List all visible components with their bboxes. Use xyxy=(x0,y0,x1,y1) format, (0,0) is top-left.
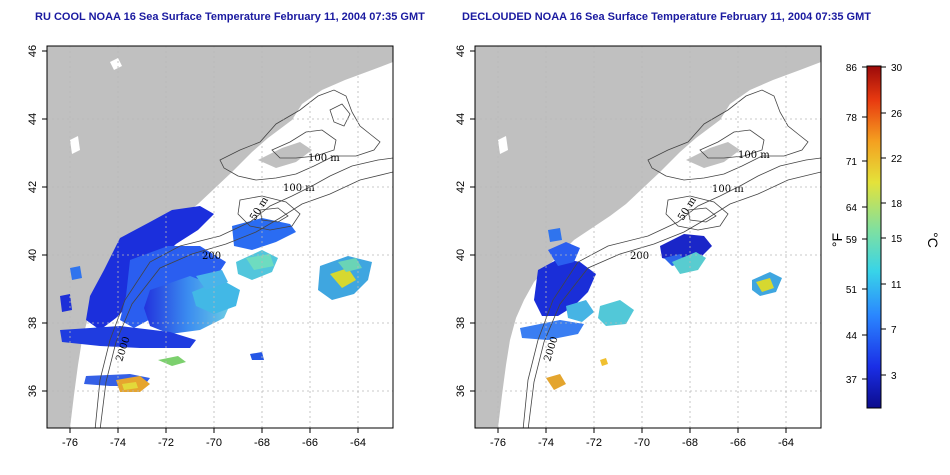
left-y-tick-label: 36 xyxy=(27,385,39,397)
right-grid xyxy=(475,46,821,428)
colorbar-f-tick: 44 xyxy=(846,331,858,342)
left-y-axis xyxy=(42,50,47,392)
left-x-tick-label: -66 xyxy=(302,437,318,449)
left-contour-label-200: 200 xyxy=(202,251,221,262)
right-y-tick-label: 44 xyxy=(455,113,467,125)
right-y-tick-label: 40 xyxy=(455,249,467,261)
colorbar-gradient xyxy=(866,65,882,409)
colorbar-c-tick: 22 xyxy=(891,154,903,165)
right-x-tick-label: -74 xyxy=(538,437,554,449)
left-x-axis xyxy=(69,428,359,433)
colorbar-f-tick: 78 xyxy=(846,113,858,124)
right-y-axis xyxy=(470,50,475,392)
right-y-tick-label: 46 xyxy=(455,45,467,57)
right-contour-label-200: 200 xyxy=(630,251,649,262)
sst-coastal-cold xyxy=(534,258,596,316)
colorbar-c-tick: 30 xyxy=(891,63,903,74)
colorbar-f-tick: 59 xyxy=(846,235,858,246)
left-contour-label-100m-b: 100 m xyxy=(283,183,315,194)
colorbar-f-tick: 37 xyxy=(846,375,858,386)
right-x-tick-label: -76 xyxy=(490,437,506,449)
colorbar-f-tick: 51 xyxy=(846,285,858,296)
colorbar-c-tick: 18 xyxy=(891,199,903,210)
left-plot-frame xyxy=(46,45,394,429)
left-contour-label-100m-a: 100 m xyxy=(308,153,340,164)
right-map: 100 m 100 m 50 m 200 2000 xyxy=(455,45,822,449)
left-y-tick-label: 46 xyxy=(27,45,39,57)
left-x-tick-label: -72 xyxy=(158,437,174,449)
right-x-tick-label: -72 xyxy=(586,437,602,449)
right-panel-title: DECLOUDED NOAA 16 Sea Surface Temperatur… xyxy=(462,11,871,23)
land-mass xyxy=(47,46,393,428)
right-x-tick-label: -66 xyxy=(730,437,746,449)
colorbar-celsius-unit: °C xyxy=(925,232,941,248)
colorbar-c-tick: 11 xyxy=(891,280,902,291)
land-mass xyxy=(475,46,821,428)
right-x-tick-label: -70 xyxy=(634,437,650,449)
right-contour-label-100m-b: 100 m xyxy=(712,184,744,195)
left-panel-title: RU COOL NOAA 16 Sea Surface Temperature … xyxy=(35,11,425,23)
right-x-tick-label: -64 xyxy=(778,437,794,449)
colorbar-c-tick: 3 xyxy=(891,371,897,382)
right-x-tick-label: -68 xyxy=(682,437,698,449)
colorbar-f-tick: 71 xyxy=(846,157,858,168)
left-x-tick-label: -64 xyxy=(350,437,366,449)
left-y-tick-label: 38 xyxy=(27,317,39,329)
left-y-tick-label: 42 xyxy=(27,181,39,193)
colorbar-c-tick: 7 xyxy=(891,325,897,336)
left-x-tick-label: -70 xyxy=(206,437,222,449)
right-contour-label-100m-a: 100 m xyxy=(738,150,770,161)
left-grid xyxy=(47,46,393,428)
left-contour-label-50m: 50 m xyxy=(248,195,271,223)
left-map: 100 m 100 m 50 m 200 2000 xyxy=(27,45,394,449)
left-y-tick-label: 44 xyxy=(27,113,39,125)
left-x-tick-label: -68 xyxy=(254,437,270,449)
colorbar-f-tick: 86 xyxy=(846,63,858,74)
right-contour-label-50m: 50 m xyxy=(676,195,699,223)
right-y-tick-label: 42 xyxy=(455,181,467,193)
right-y-tick-label: 36 xyxy=(455,385,467,397)
colorbar-c-tick: 26 xyxy=(891,109,903,120)
colorbar-c-tick: 15 xyxy=(891,234,903,245)
colorbar-fahrenheit-unit: °F xyxy=(829,233,845,247)
left-x-tick-label: -74 xyxy=(110,437,126,449)
right-y-tick-label: 38 xyxy=(455,317,467,329)
left-x-tick-label: -76 xyxy=(62,437,78,449)
right-x-axis xyxy=(497,428,787,433)
colorbar: 86 78 71 64 59 51 44 37 30 26 22 18 15 1… xyxy=(829,63,941,409)
left-y-tick-label: 40 xyxy=(27,249,39,261)
colorbar-f-tick: 64 xyxy=(846,203,858,214)
right-plot-frame xyxy=(474,45,822,429)
